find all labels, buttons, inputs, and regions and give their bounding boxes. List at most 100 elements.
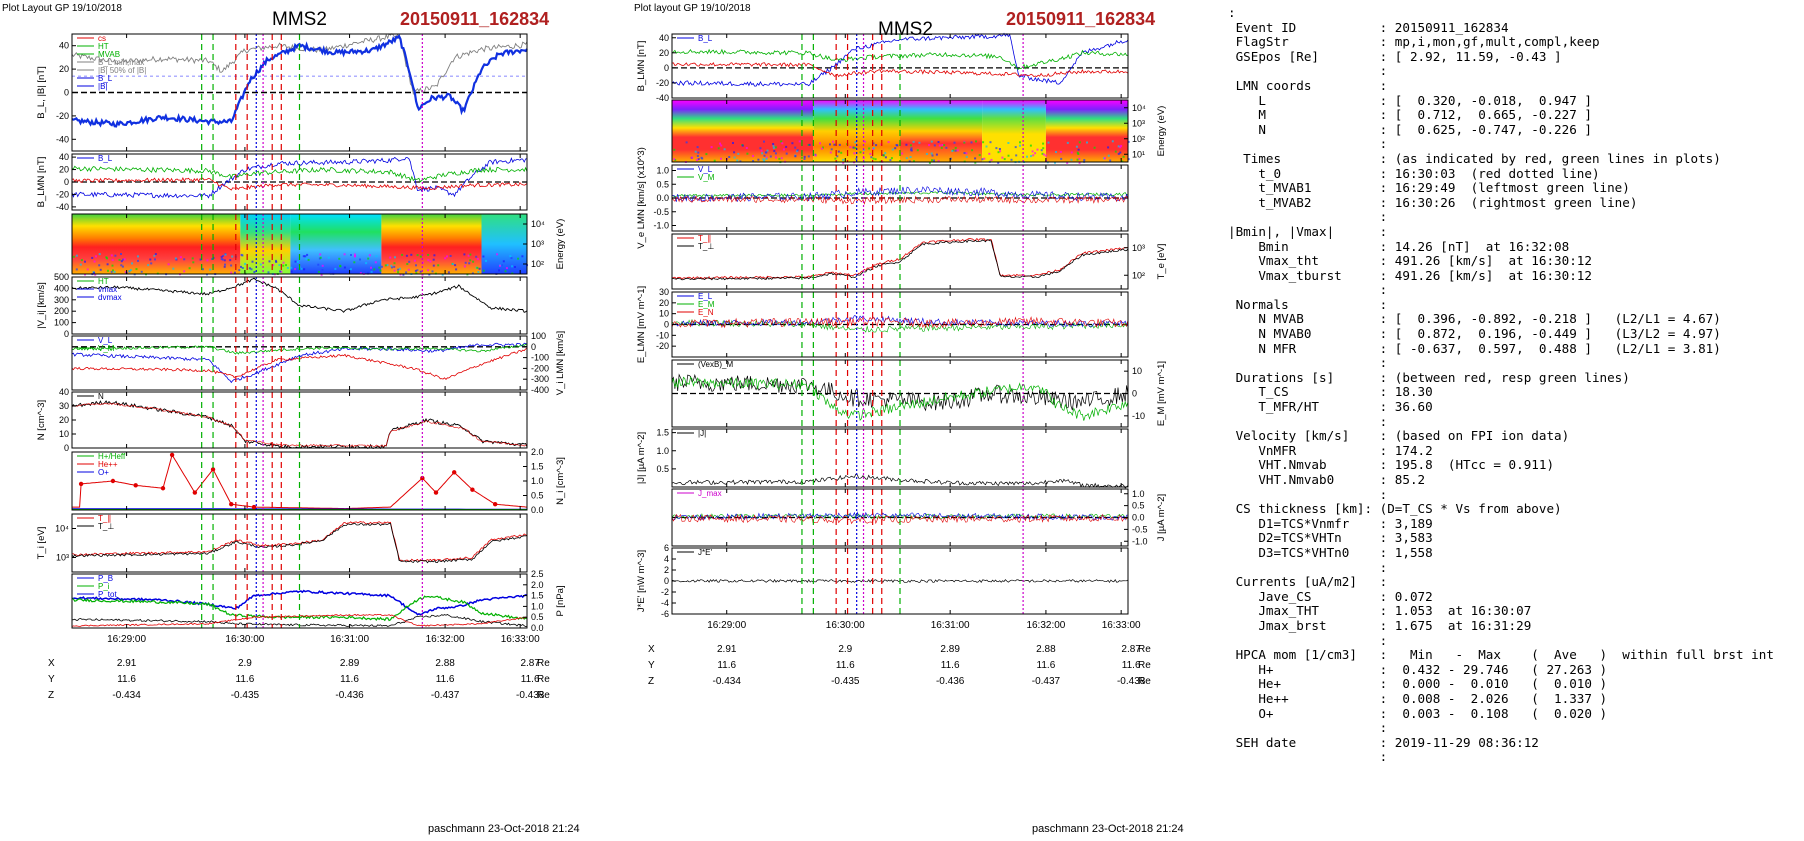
- spectrogram-speckle: [891, 148, 894, 151]
- y-axis-label: N_i [cm^-3]: [555, 457, 566, 505]
- time-tick-label: 16:32:00: [426, 634, 465, 645]
- info-line: Velocity [km/s] : (based on FPI ion data…: [1228, 428, 1570, 444]
- spectrogram-speckle: [304, 255, 307, 258]
- time-tick-label: 16:33:00: [1102, 620, 1141, 631]
- info-line: M : [ 0.712, 0.665, -0.227 ]: [1228, 107, 1592, 123]
- spectrogram-speckle: [970, 141, 973, 144]
- legend-entry: V_L: [98, 336, 113, 345]
- tick-label: 20: [59, 165, 69, 175]
- info-line: HPCA mom [1/cm3] : Min - Max ( Ave ) wit…: [1228, 647, 1774, 663]
- spectrogram-speckle: [838, 143, 841, 146]
- tick-label: 2: [664, 565, 669, 575]
- spectrogram-speckle: [1086, 141, 1088, 144]
- spectrogram-speckle: [1040, 149, 1043, 152]
- spectrogram-speckle: [762, 158, 765, 161]
- spectrogram-speckle: [785, 152, 788, 155]
- spectrogram-speckle: [1076, 151, 1079, 154]
- spectrogram-speckle: [1044, 154, 1047, 157]
- info-line: VHT.Nmvab0 : 85.2: [1228, 472, 1426, 487]
- info-line: Bmin : 14.26 [nT] at 16:32:08: [1228, 238, 1570, 254]
- spectrogram-speckle: [752, 160, 755, 162]
- spectrogram-speckle: [930, 140, 933, 143]
- plot-footer: paschmann 23-Oct-2018 21:24: [428, 823, 580, 835]
- legend-entry: He++: [98, 460, 118, 469]
- spectrogram-speckle: [107, 269, 109, 272]
- spectrogram-speckle: [1076, 158, 1079, 161]
- spectrogram-speckle: [191, 257, 194, 260]
- spectrogram-speckle: [84, 260, 86, 263]
- spectrogram-speckle: [933, 159, 935, 162]
- spectrogram-speckle: [370, 270, 373, 273]
- legend-entry: |B| 50% of |B|: [98, 66, 146, 75]
- panel-mid-4: 10³ 10² T_e [eV] T_∥T_⊥: [671, 233, 1167, 290]
- tick-label: 10: [1132, 366, 1142, 376]
- spectrogram-speckle: [241, 254, 244, 257]
- spectrogram-speckle: [499, 264, 501, 267]
- spectrogram-speckle: [319, 256, 322, 259]
- spectrogram-speckle: [321, 264, 324, 267]
- legend-entry: N: [98, 392, 104, 401]
- spectrogram-speckle: [222, 254, 224, 257]
- spectrogram-speckle: [407, 268, 410, 271]
- series-line: [71, 277, 528, 313]
- spectrogram-speckle: [429, 260, 432, 263]
- spectrogram-speckle: [1054, 161, 1056, 164]
- spectrogram-speckle: [405, 254, 408, 257]
- spectrogram-speckle: [769, 155, 772, 158]
- y-axis-label: B_LMN [nT]: [36, 157, 47, 208]
- spectrogram-speckle: [406, 263, 409, 265]
- spectrogram-speckle: [933, 144, 936, 147]
- spectrogram-speckle: [359, 258, 361, 261]
- spectrogram-speckle: [954, 146, 957, 149]
- coord-unit: Re: [1138, 660, 1151, 671]
- spectrogram-speckle: [765, 156, 768, 159]
- info-line: Durations [s] : (between red, resp green…: [1228, 369, 1630, 385]
- spectrogram-speckle: [995, 147, 998, 150]
- spectrogram-speckle: [963, 152, 966, 154]
- spectrogram-speckle: [120, 260, 123, 263]
- tick-label: -4: [661, 598, 669, 608]
- spectrogram-speckle: [238, 269, 241, 272]
- tick-label: 0.5: [531, 491, 544, 501]
- spectrogram-speckle: [1003, 158, 1006, 161]
- spectrogram-speckle: [696, 155, 699, 157]
- spectrogram-speckle: [794, 146, 797, 149]
- spectrogram-band: [481, 214, 527, 274]
- tick-label: 0: [64, 329, 69, 339]
- spectrogram-speckle: [719, 142, 721, 145]
- info-line: Times : (as indicated by red, green line…: [1228, 150, 1721, 166]
- coord-unit: Re: [537, 658, 550, 669]
- spectrogram-speckle: [746, 152, 749, 155]
- spectrogram-speckle: [113, 270, 116, 273]
- spectrogram-speckle: [819, 142, 821, 145]
- panel-left-3: 10⁴ 10³ 10² Energy (eV): [71, 213, 566, 276]
- legend-entry: vmax: [98, 285, 117, 294]
- coord-value: -0.434: [713, 676, 742, 687]
- spectrogram-speckle: [1059, 150, 1062, 153]
- plot-footer: paschmann 23-Oct-2018 21:24: [1032, 823, 1184, 835]
- info-line: Currents [uA/m2] :: [1228, 574, 1388, 590]
- spectrogram-speckle: [710, 146, 713, 149]
- spectrogram-speckle: [935, 153, 938, 156]
- tick-label: -20: [656, 341, 669, 351]
- spectrogram-speckle: [1120, 144, 1123, 147]
- coord-value: -0.435: [831, 676, 860, 687]
- spectrogram-speckle: [999, 150, 1002, 153]
- spectrogram-speckle: [833, 143, 836, 146]
- spectrogram-speckle: [1119, 146, 1122, 149]
- tick-label: 0: [664, 576, 669, 586]
- spectrogram-speckle: [760, 149, 763, 152]
- tick-label: 2.0: [531, 580, 544, 590]
- spectrogram-band: [672, 100, 814, 162]
- spectrogram-speckle: [199, 258, 202, 261]
- info-line: VHT.Nmvab : 195.8 (HTcc = 0.911): [1228, 457, 1555, 473]
- spectrogram-speckle: [432, 264, 435, 267]
- tick-label: 10³: [56, 553, 69, 563]
- spectrogram-speckle: [99, 268, 102, 271]
- spectrogram-speckle: [394, 256, 396, 259]
- y-axis-label: E_M [mV m^-1]: [1156, 361, 1167, 426]
- legend-entry: HT: [98, 277, 109, 286]
- tick-label: 0.0: [656, 193, 669, 203]
- spectrogram-speckle: [349, 268, 352, 271]
